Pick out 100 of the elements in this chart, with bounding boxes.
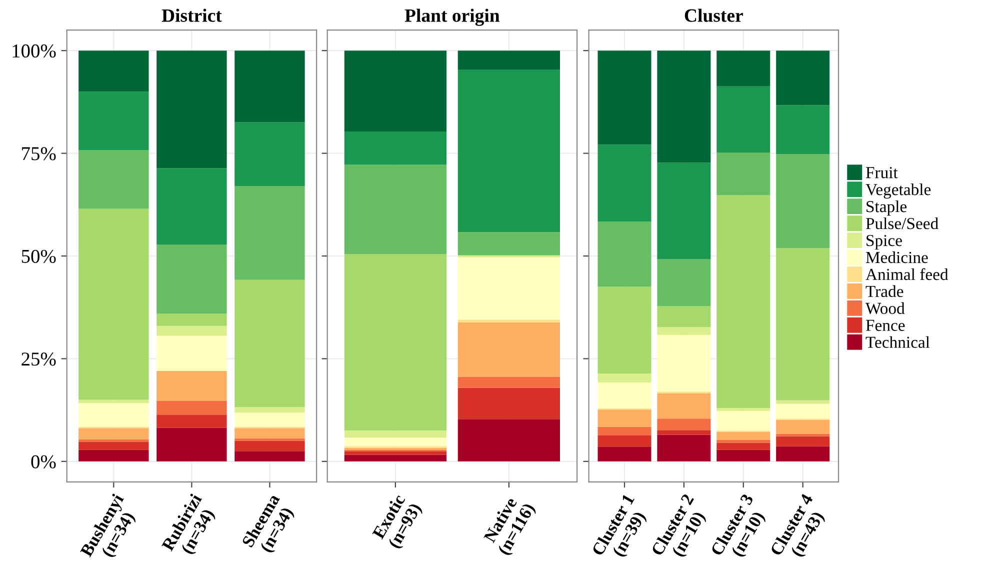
bar (716, 195, 770, 408)
legend-label: Medicine (866, 251, 928, 264)
bar (776, 154, 830, 248)
bar (598, 435, 652, 447)
bar (598, 382, 652, 408)
bar (344, 254, 447, 431)
bar (716, 440, 770, 443)
bar (234, 451, 305, 462)
legend-label: Spice (866, 234, 902, 250)
bar (344, 452, 447, 455)
bar (156, 314, 227, 326)
bar (657, 434, 711, 462)
bar (156, 401, 227, 415)
bar (458, 388, 560, 420)
bar (598, 373, 652, 383)
legend-label: Trade (866, 285, 904, 298)
bar (234, 412, 305, 427)
bar (598, 410, 652, 427)
chart-title: Cluster (684, 8, 743, 22)
legend-label: Fruit (866, 167, 898, 178)
bar (776, 400, 830, 404)
bar (156, 336, 227, 372)
y-tick-label: 50% (22, 250, 56, 263)
bar (234, 280, 305, 408)
legend-label: Pulse/Seed (866, 217, 938, 230)
bar (776, 50, 830, 106)
legend-label: Vegetable (866, 183, 931, 199)
bar (776, 420, 830, 434)
bar (458, 419, 560, 462)
y-tick-label: 75% (22, 147, 56, 160)
bar (598, 50, 652, 145)
bar (234, 186, 305, 280)
bar (776, 436, 830, 446)
bar (716, 450, 770, 462)
bar (458, 50, 560, 70)
bar (234, 122, 305, 186)
bar (657, 430, 711, 435)
bar (776, 105, 830, 154)
bar (234, 438, 305, 441)
bar (458, 70, 560, 232)
bar (344, 132, 447, 165)
bar (657, 50, 711, 163)
bar (776, 446, 830, 462)
bar (156, 371, 227, 402)
bar (458, 232, 560, 256)
bar (716, 408, 770, 411)
bar (716, 86, 770, 152)
bar (156, 168, 227, 244)
bar (458, 320, 560, 323)
bar (598, 426, 652, 436)
bar (716, 410, 770, 431)
bar (78, 403, 149, 427)
bar (156, 414, 227, 428)
legend-label: Staple (866, 200, 907, 216)
y-tick-label: 100% (12, 44, 56, 58)
bar (78, 442, 149, 450)
bar (344, 164, 447, 254)
bar (598, 286, 652, 374)
bar (156, 428, 227, 462)
legend-label: Technical (866, 336, 930, 348)
bar (458, 322, 560, 377)
bar (657, 327, 711, 335)
bar (344, 454, 447, 462)
bar (657, 418, 711, 430)
chart-title: Plant origin (404, 8, 500, 26)
bar (458, 257, 560, 320)
bar (234, 440, 305, 452)
bar (344, 50, 447, 132)
bar (78, 92, 149, 150)
bar (716, 50, 770, 86)
bar (78, 439, 149, 442)
bar (78, 400, 149, 404)
bar (458, 376, 560, 388)
bar (156, 50, 227, 168)
bar (234, 407, 305, 413)
bar (234, 428, 305, 438)
bar (78, 450, 149, 462)
bar (657, 334, 711, 392)
bar (657, 306, 711, 328)
bar (598, 144, 652, 222)
bar (716, 442, 770, 450)
bar (598, 446, 652, 462)
legend-label: Wood (865, 302, 905, 314)
bar (78, 150, 149, 209)
bar (156, 244, 227, 314)
chart-title: District (162, 8, 222, 22)
bar (78, 428, 149, 440)
bar (776, 248, 830, 400)
y-tick-label: 0% (31, 455, 56, 468)
bar (716, 432, 770, 440)
bar (234, 50, 305, 122)
bar (657, 162, 711, 260)
legend-label: Fence (866, 320, 905, 331)
bar (78, 208, 149, 400)
bar (716, 152, 770, 196)
bar (657, 259, 711, 306)
legend-label: Animal feed (866, 268, 948, 280)
bar (344, 430, 447, 438)
y-tick-label: 25% (22, 352, 56, 366)
bar (598, 221, 652, 287)
